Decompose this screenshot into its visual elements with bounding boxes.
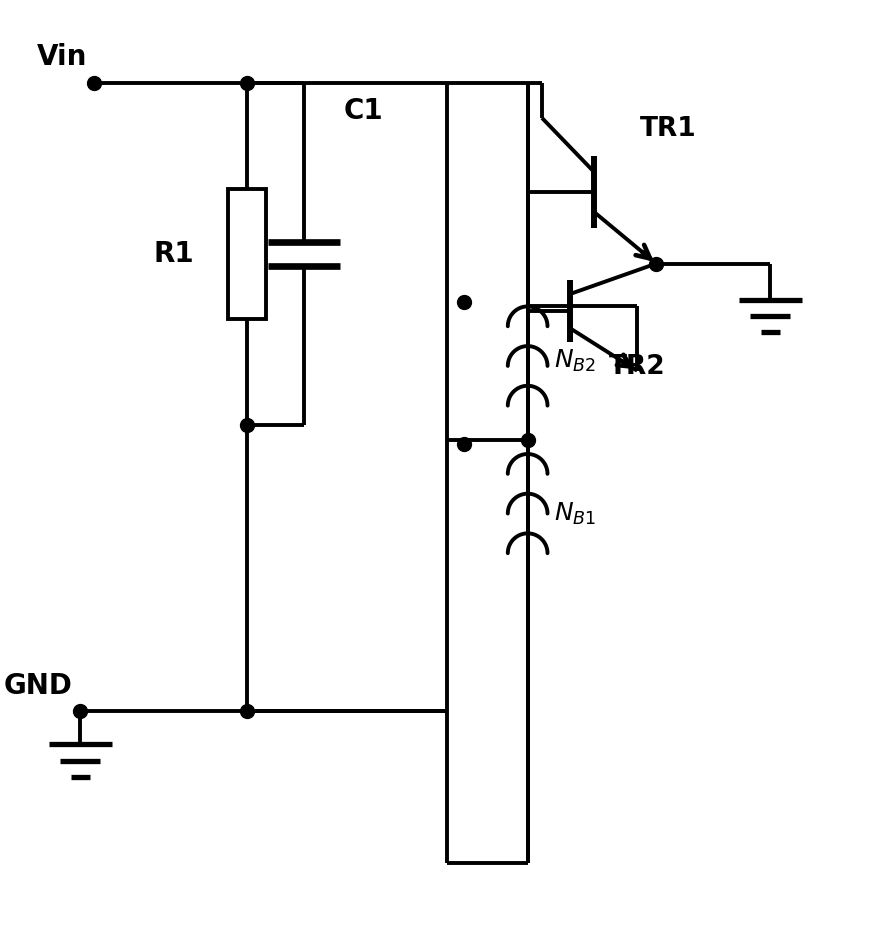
Bar — [227, 189, 265, 319]
Text: $N_{B2}$: $N_{B2}$ — [554, 348, 595, 374]
Text: Vin: Vin — [36, 44, 87, 71]
Text: TR2: TR2 — [608, 354, 665, 379]
Text: $N_{B1}$: $N_{B1}$ — [554, 501, 596, 527]
Text: C1: C1 — [343, 97, 383, 125]
Text: GND: GND — [4, 672, 72, 700]
Text: R1: R1 — [154, 240, 194, 268]
Text: TR1: TR1 — [639, 117, 696, 142]
